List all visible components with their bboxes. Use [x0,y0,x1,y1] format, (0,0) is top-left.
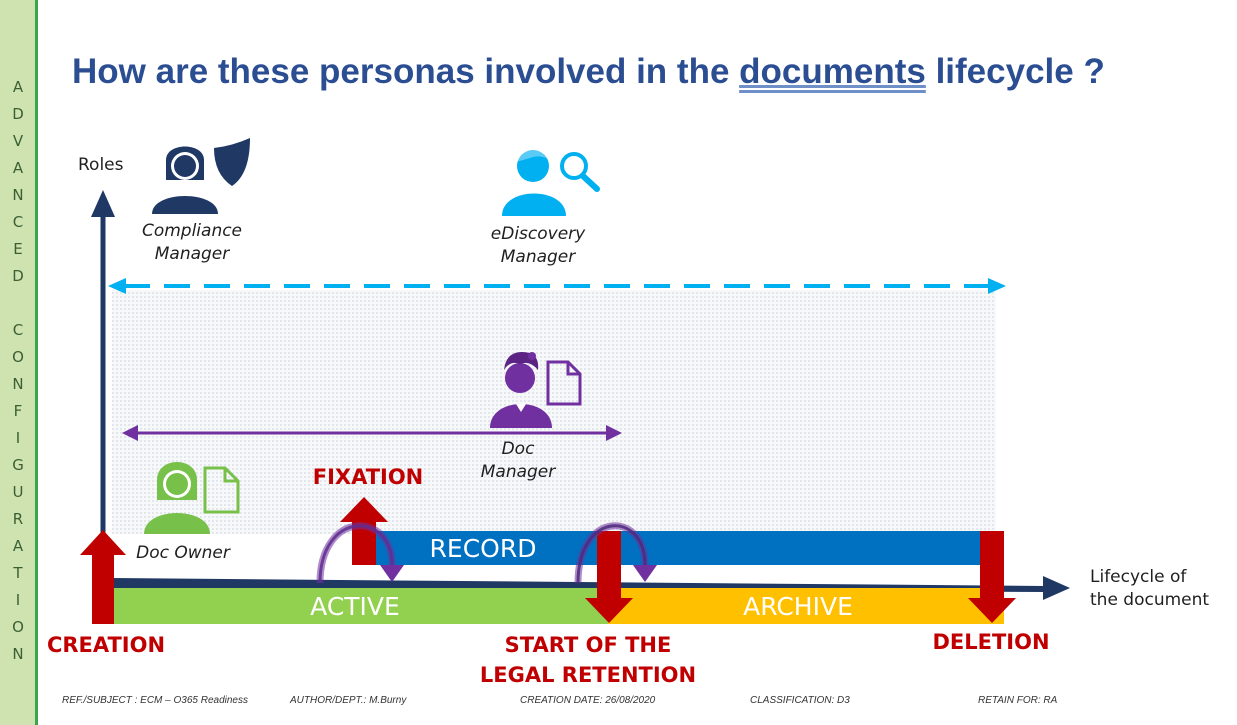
x-axis-label-line1: Lifecycle of [1090,567,1187,587]
sidebar-letter: G [12,456,24,474]
footer-ref: REF./SUBJECT : ECM – O365 Readiness [62,695,248,706]
sidebar-letter: C [12,321,24,339]
active-label: ACTIVE [310,592,400,621]
sidebar-letter: V [12,132,24,150]
y-axis-arrowhead [91,190,115,217]
page-title: How are these personas involved in the d… [72,52,1105,92]
sidebar-letter: T [13,564,23,582]
title-underlined-word: documents [739,52,926,91]
sidebar-letter: O [12,618,24,636]
creation-label: CREATION [46,633,166,657]
sidebar-letter: A [12,537,24,555]
archive-label: ARCHIVE [743,592,853,621]
x-axis-label-line2: the document [1090,590,1210,610]
sidebar-letter: O [12,348,24,366]
y-axis-label: Roles [78,155,124,175]
doc-manager-label: Doc Manager [468,438,568,484]
doc-manager-arrow-left [122,425,138,441]
ediscovery-arrow-left [108,278,126,294]
sidebar-letter: D [12,267,24,285]
sidebar-letter: A [12,78,24,96]
sidebar-letter: N [12,186,24,204]
doc-manager-label-line1: Doc [501,439,535,459]
footer-date: CREATION DATE: 26/08/2020 [520,695,656,706]
transition-arrow-legal-head [633,565,657,582]
doc-manager-icon [490,352,582,428]
compliance-manager-label: Compliance Manager [132,220,252,266]
doc-owner-label: Doc Owner [136,543,230,563]
doc-owner-icon [144,462,240,534]
compliance-manager-icon [152,138,250,214]
compliance-manager-label-line1: Compliance [141,221,243,241]
transition-arrow-legal [576,524,647,584]
x-axis-label: Lifecycle of the document [1090,566,1209,612]
fixation-label: FIXATION [312,465,424,489]
ediscovery-manager-label-line1: eDiscovery [490,224,586,244]
record-label: RECORD [429,534,537,563]
active-bar [112,588,608,624]
sidebar-letter: I [15,591,21,609]
doc-manager-label-line2: Manager [480,462,556,482]
legal-retention-arrow [585,531,633,623]
ediscovery-manager-label: eDiscovery Manager [478,223,598,269]
x-axis-arrowhead [1043,576,1070,600]
sidebar-letter: C [12,213,24,231]
sidebar-letter: R [12,510,24,528]
archive-bar [608,588,1004,624]
sidebar-letter: I [15,429,21,447]
legal-retention-label: START OF THE LEGAL RETENTION [468,630,708,690]
deletion-arrow [968,531,1016,623]
ediscovery-arrow-right [988,278,1006,294]
title-prefix: How are these personas involved in the [72,52,740,91]
sidebar-letter: U [12,483,24,501]
transition-arrow-fixation-head [380,565,404,582]
sidebar-letter: E [13,240,23,258]
sidebar-letter: F [13,402,23,420]
legal-retention-label-line1: START OF THE [504,633,672,657]
doc-manager-arrow-right [606,425,622,441]
footer-author: AUTHOR/DEPT.: M.Burny [290,695,407,706]
sidebar-letter: N [12,645,24,663]
compliance-manager-label-line2: Manager [154,244,230,264]
title-suffix: lifecycle ? [925,52,1105,91]
deletion-label: DELETION [932,630,1050,654]
ediscovery-manager-icon [502,147,600,216]
sidebar-letter: N [12,375,24,393]
footer-classification: CLASSIFICATION: D3 [750,695,850,706]
footer-retain: RETAIN FOR: RA [978,695,1058,706]
record-bar [372,531,1004,565]
fixation-arrow [340,497,388,565]
scope-region [112,290,996,534]
sidebar-letter: A [12,159,24,177]
creation-arrow [80,530,126,624]
sidebar-letter: D [12,105,24,123]
transition-arrow-fixation-inner [316,522,396,584]
legal-retention-label-line2: LEGAL RETENTION [479,663,697,687]
ediscovery-manager-label-line2: Manager [500,247,576,267]
